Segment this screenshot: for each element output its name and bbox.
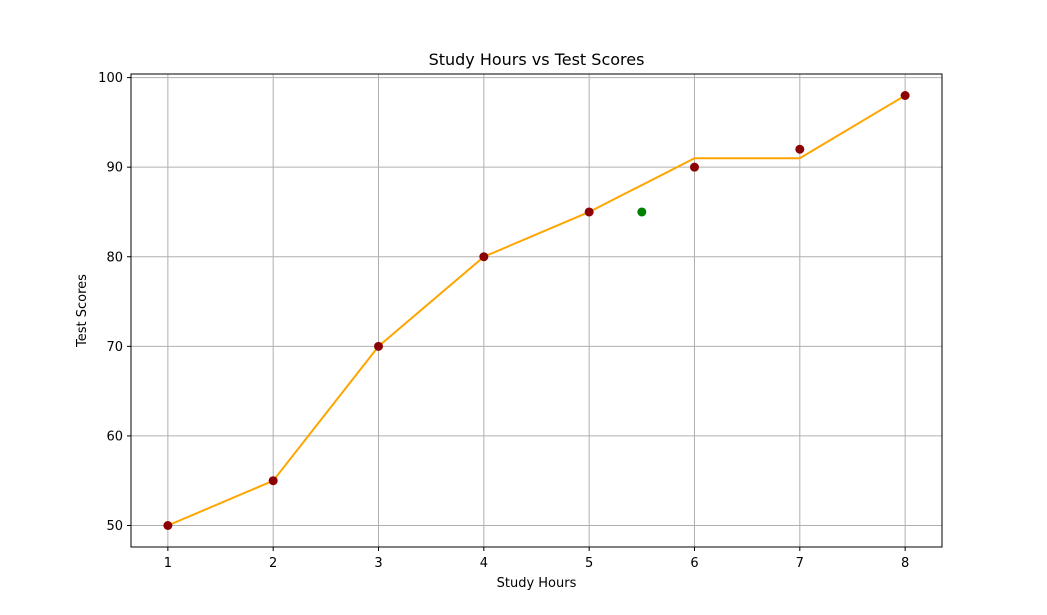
axes-frame bbox=[130, 73, 943, 548]
x-tick-label: 6 bbox=[690, 556, 698, 571]
y-axis-label: Test Scores bbox=[75, 274, 90, 348]
series-line bbox=[167, 94, 906, 527]
axis-ticks: 1 2 3 4 5 6 7 8 50 60 70 80 90 100 bbox=[98, 71, 909, 571]
y-tick-label: 100 bbox=[98, 71, 123, 86]
plot-area bbox=[163, 91, 910, 530]
y-tick-label: 70 bbox=[106, 340, 123, 355]
scatter-point bbox=[795, 144, 805, 154]
scatter-point bbox=[479, 252, 489, 262]
y-tick-label: 80 bbox=[106, 250, 123, 265]
x-tick-label: 5 bbox=[585, 556, 593, 571]
x-axis-label: Study Hours bbox=[497, 576, 577, 591]
x-tick-label: 4 bbox=[480, 556, 488, 571]
x-tick-label: 1 bbox=[164, 556, 172, 571]
grid bbox=[131, 74, 942, 547]
scatter-point bbox=[268, 476, 278, 486]
scatter-point bbox=[584, 207, 594, 217]
scatter-point bbox=[374, 341, 384, 351]
x-tick-label: 7 bbox=[796, 556, 804, 571]
y-tick-label: 60 bbox=[106, 429, 123, 444]
scatter-point bbox=[900, 91, 910, 100]
chart-title: Study Hours vs Test Scores bbox=[429, 50, 645, 69]
y-tick-label: 90 bbox=[106, 161, 123, 176]
x-tick-label: 3 bbox=[374, 556, 382, 571]
scatter-point bbox=[163, 521, 173, 530]
x-tick-label: 8 bbox=[901, 556, 909, 571]
scatter-point bbox=[689, 162, 699, 172]
scatter-point bbox=[637, 207, 647, 217]
x-tick-label: 2 bbox=[269, 556, 277, 571]
y-tick-label: 50 bbox=[106, 519, 123, 534]
